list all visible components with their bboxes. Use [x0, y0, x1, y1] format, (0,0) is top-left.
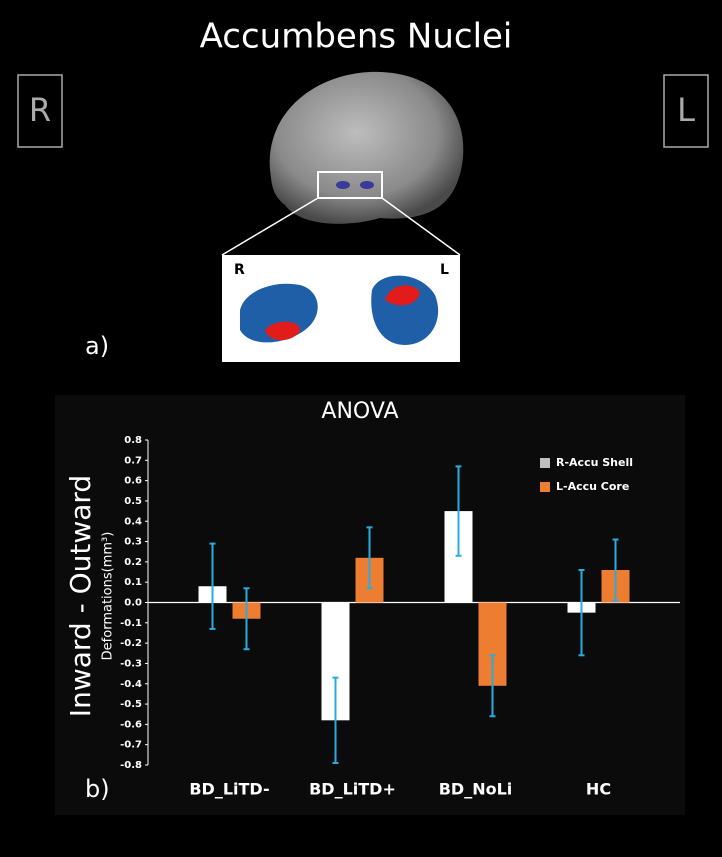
zoom-box: [317, 171, 383, 199]
y-label: Inward - Outward: [64, 475, 97, 717]
accumbens: [336, 181, 350, 189]
r-box: [17, 74, 63, 148]
y-tick-label: -0.2: [120, 638, 142, 649]
y-sublabel: Deformations(mm³): [101, 532, 116, 661]
error-bar: [455, 465, 462, 557]
error-bar: [578, 569, 585, 657]
l-box: [663, 74, 709, 148]
y-tick-label: -0.1: [120, 618, 142, 629]
nucleus: [371, 275, 439, 345]
y-tick-label: 0.3: [124, 537, 142, 548]
y-tick-label: -0.4: [120, 679, 142, 690]
x-tick-label: HC: [586, 780, 611, 799]
y-tick-label: -0.8: [120, 760, 142, 771]
error-bar: [489, 654, 496, 718]
l-label: L: [677, 91, 695, 129]
y-tick-label: -0.5: [120, 699, 142, 710]
deformation: [265, 321, 300, 341]
legend-label: R-Accu Shell: [556, 456, 633, 469]
y-tick-label: 0.8: [124, 435, 142, 446]
legend-label: L-Accu Core: [556, 480, 629, 493]
x-tick-label: BD_LiTD-: [189, 780, 269, 799]
y-tick-label: 0.1: [124, 577, 142, 588]
panel-b: b): [85, 775, 110, 803]
inset-l: L: [440, 262, 449, 278]
zoom-line: [221, 197, 319, 256]
y-tick-label: 0.7: [124, 455, 142, 466]
error-bar: [612, 538, 619, 602]
zoom-line: [381, 197, 461, 256]
legend-swatch: [540, 482, 550, 492]
error-bar: [366, 526, 373, 590]
figure-title: Accumbens Nuclei: [200, 17, 513, 57]
chart-title: ANOVA: [321, 399, 398, 424]
deformation: [385, 285, 420, 306]
y-tick-label: -0.6: [120, 719, 142, 730]
y-tick-label: -0.7: [120, 740, 142, 751]
y-tick-label: 0.4: [124, 516, 142, 527]
x-tick-label: BD_NoLi: [439, 780, 513, 799]
y-tick-label: -0.3: [120, 658, 142, 669]
r-label: R: [29, 91, 51, 129]
x-tick-label: BD_LiTD+: [309, 780, 396, 799]
error-bar: [209, 542, 216, 630]
legend-swatch: [540, 458, 550, 468]
y-tick-label: 0.0: [124, 598, 142, 609]
error-bar: [332, 676, 339, 764]
inset-r: R: [234, 262, 245, 278]
y-tick-label: 0.2: [124, 557, 142, 568]
accumbens: [360, 181, 374, 189]
panel-a: a): [85, 332, 109, 360]
y-tick-label: 0.5: [124, 496, 142, 507]
error-bar: [243, 587, 250, 651]
y-tick-label: 0.6: [124, 476, 142, 487]
